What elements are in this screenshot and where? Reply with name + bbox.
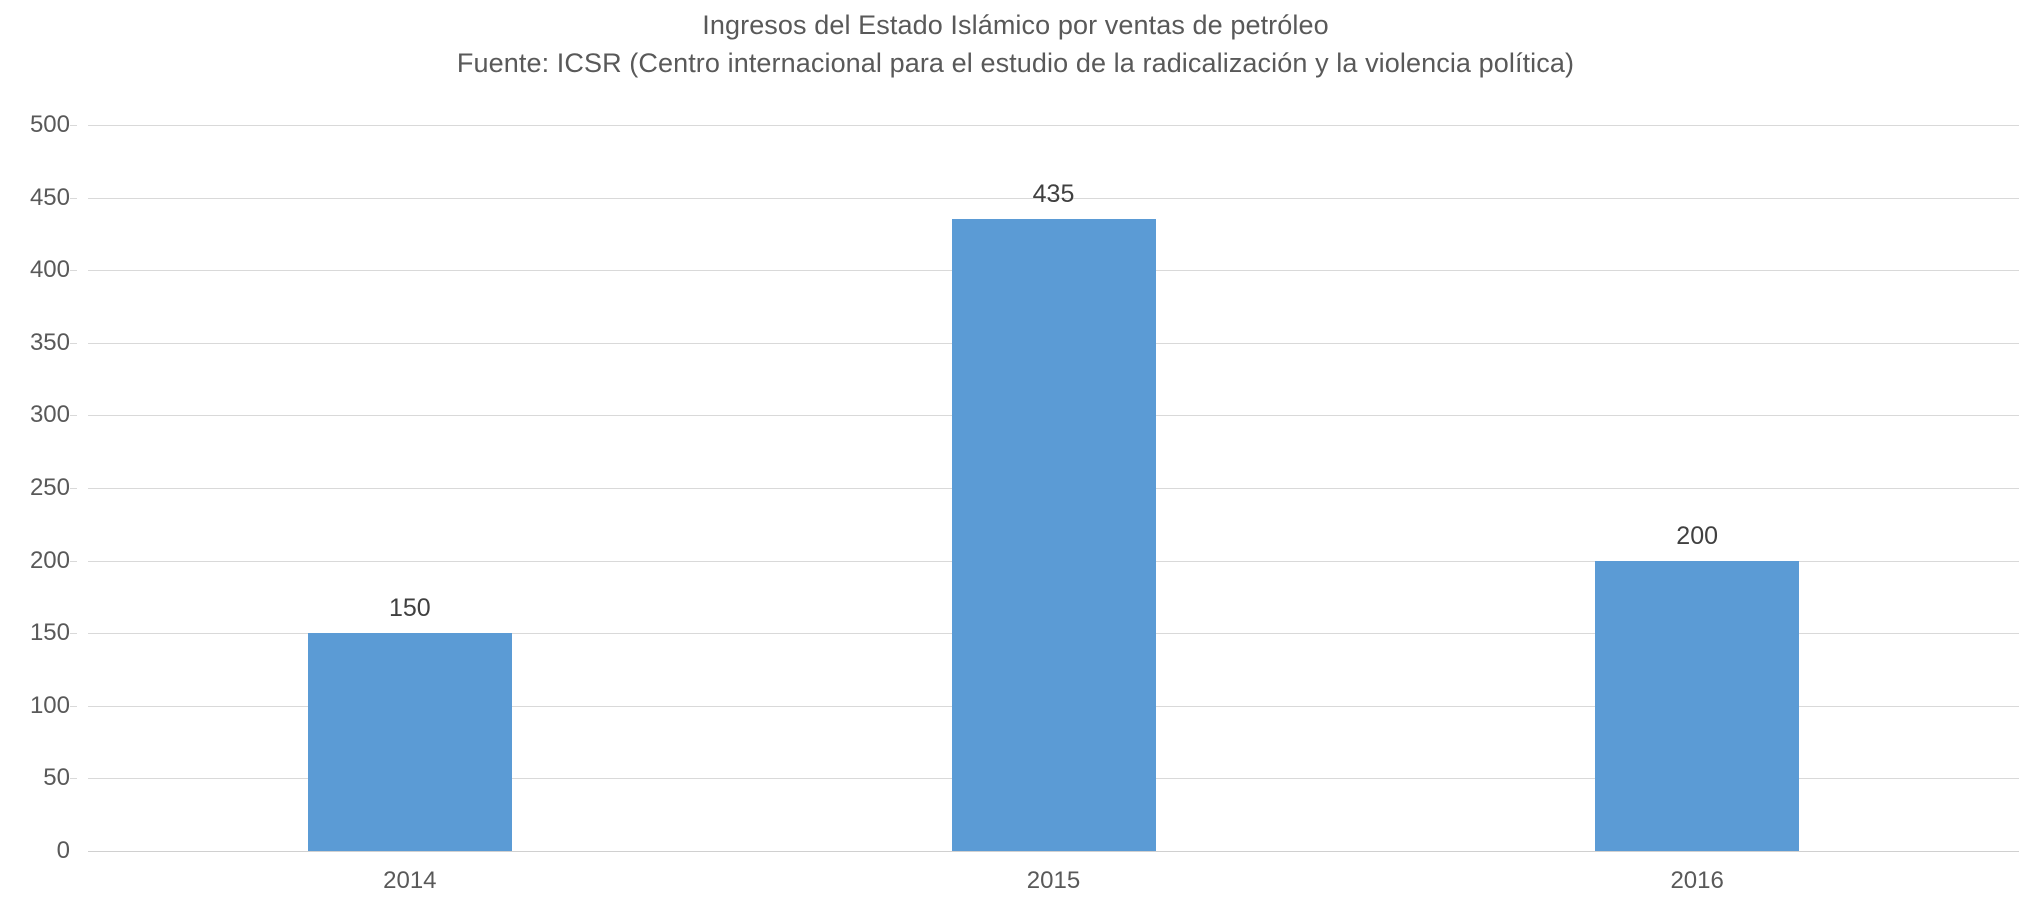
chart-title-block: Ingresos del Estado Islámico por ventas … — [0, 6, 2031, 82]
chart-subtitle-source: Fuente: ICSR (Centro internacional para … — [456, 48, 1575, 78]
y-axis-tick-label: 350 — [29, 328, 70, 356]
y-axis: 500 450 400 350 300 250 200 150 100 50 0 — [0, 113, 77, 863]
y-axis-tick-mark — [70, 705, 77, 707]
y-axis-tick-label: 250 — [29, 474, 70, 501]
y-axis-tick-mark — [70, 415, 77, 417]
y-axis-tick-label: 450 — [29, 183, 70, 211]
y-axis-tick-mark — [70, 778, 77, 780]
y-axis-tick-label: 100 — [29, 691, 70, 719]
y-axis-tick-label: 500 — [29, 111, 70, 138]
bar[interactable] — [307, 633, 512, 851]
y-axis-tick-label: 150 — [29, 619, 70, 647]
y-axis-tick-mark — [70, 197, 77, 199]
y-axis-tick-label: 200 — [29, 546, 70, 574]
y-axis-tick-mark — [70, 633, 77, 635]
bar-slot: 150 — [307, 125, 512, 851]
y-axis-tick-mark — [70, 488, 77, 489]
y-axis-tick-mark — [70, 270, 77, 272]
y-axis-tick-mark — [70, 560, 77, 562]
x-axis-category-label: 2015 — [1026, 867, 1081, 894]
bar[interactable] — [1595, 560, 1800, 851]
bar-value-label: 200 — [1676, 521, 1719, 550]
bar-value-label: 435 — [1032, 180, 1075, 209]
y-axis-tick-mark — [70, 342, 77, 344]
y-axis-tick-label: 400 — [29, 256, 70, 284]
bar-slot: 200 — [1595, 125, 1800, 851]
y-axis-tick-label: 300 — [29, 401, 70, 429]
plot-area: 150 435 200 — [88, 125, 2019, 852]
y-axis-tick-label: 50 — [43, 764, 70, 792]
gridline — [88, 197, 2019, 199]
gridline — [88, 125, 2019, 126]
y-axis-tick-mark — [70, 125, 77, 126]
x-axis-category-label: 2014 — [383, 867, 437, 894]
axis-baseline — [88, 851, 2019, 852]
x-axis-category-label: 2016 — [1670, 867, 1724, 894]
y-axis-tick-label: 0 — [56, 837, 70, 864]
chart-title: Ingresos del Estado Islámico por ventas … — [702, 10, 1329, 40]
bar-slot: 435 — [951, 125, 1156, 851]
bar[interactable] — [951, 219, 1156, 851]
x-axis: 2014 2015 2016 — [88, 866, 2019, 906]
bar-value-label: 150 — [388, 594, 431, 623]
